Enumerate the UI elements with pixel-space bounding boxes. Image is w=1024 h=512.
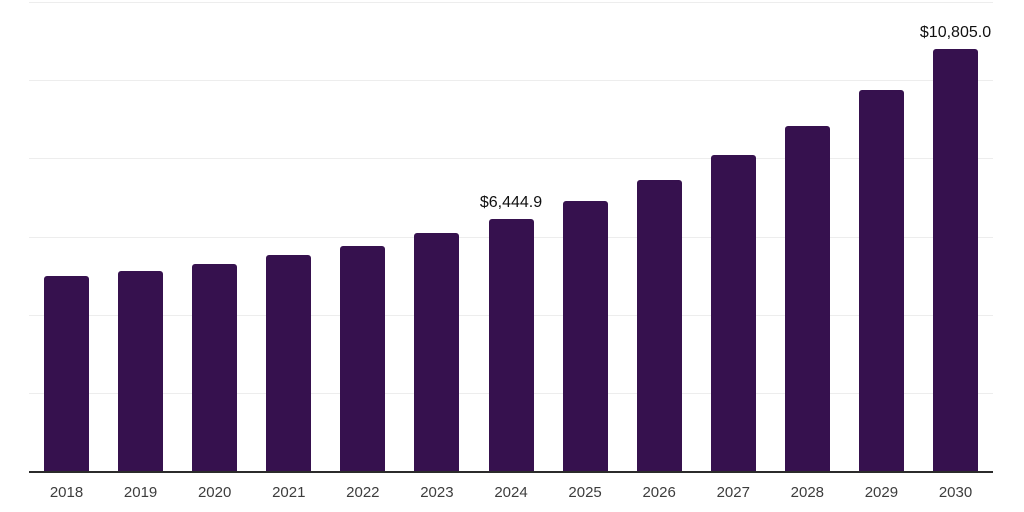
bar-2029 (858, 90, 904, 471)
x-axis-label-2018: 2018 (49, 484, 84, 501)
bar-2024 (488, 219, 534, 471)
x-axis-label-2020: 2020 (197, 484, 232, 501)
gridline-10000 (29, 80, 993, 82)
bar-2022 (340, 246, 386, 471)
data-label-2030: $10,805.0 (919, 23, 992, 41)
bar-2026 (636, 180, 682, 471)
bar-2020 (192, 263, 238, 471)
x-axis: 2018 2019 2020 2021 2022 2023 2024 2025 2026 2027… (29, 479, 993, 509)
data-label-2024: $6,444.9 (479, 194, 543, 212)
plot-area: $6,444.9 $10,805.0 (29, 2, 993, 473)
x-axis-label-2028: 2028 (790, 484, 825, 501)
bar-2025 (562, 200, 608, 471)
bar-2019 (118, 271, 164, 471)
bar-2030 (933, 48, 978, 471)
gridline-8000 (29, 158, 993, 160)
x-axis-label-2021: 2021 (272, 484, 306, 501)
x-axis-label-2026: 2026 (642, 484, 676, 501)
x-axis-label-2024: 2024 (494, 484, 528, 501)
bar-2027 (710, 155, 756, 471)
bar-2021 (266, 255, 312, 471)
x-axis-label-2022: 2022 (346, 484, 380, 501)
x-axis-label-2019: 2019 (123, 484, 158, 501)
x-axis-label-2025: 2025 (568, 484, 602, 501)
x-axis-label-2029: 2029 (864, 484, 899, 501)
bar-2018 (44, 275, 89, 471)
gridline-12000 (29, 2, 993, 3)
bar-2023 (414, 232, 460, 471)
x-axis-label-2023: 2023 (420, 484, 454, 501)
bar-2028 (784, 125, 830, 471)
x-axis-label-2030: 2030 (938, 484, 973, 501)
x-axis-label-2027: 2027 (716, 484, 750, 501)
